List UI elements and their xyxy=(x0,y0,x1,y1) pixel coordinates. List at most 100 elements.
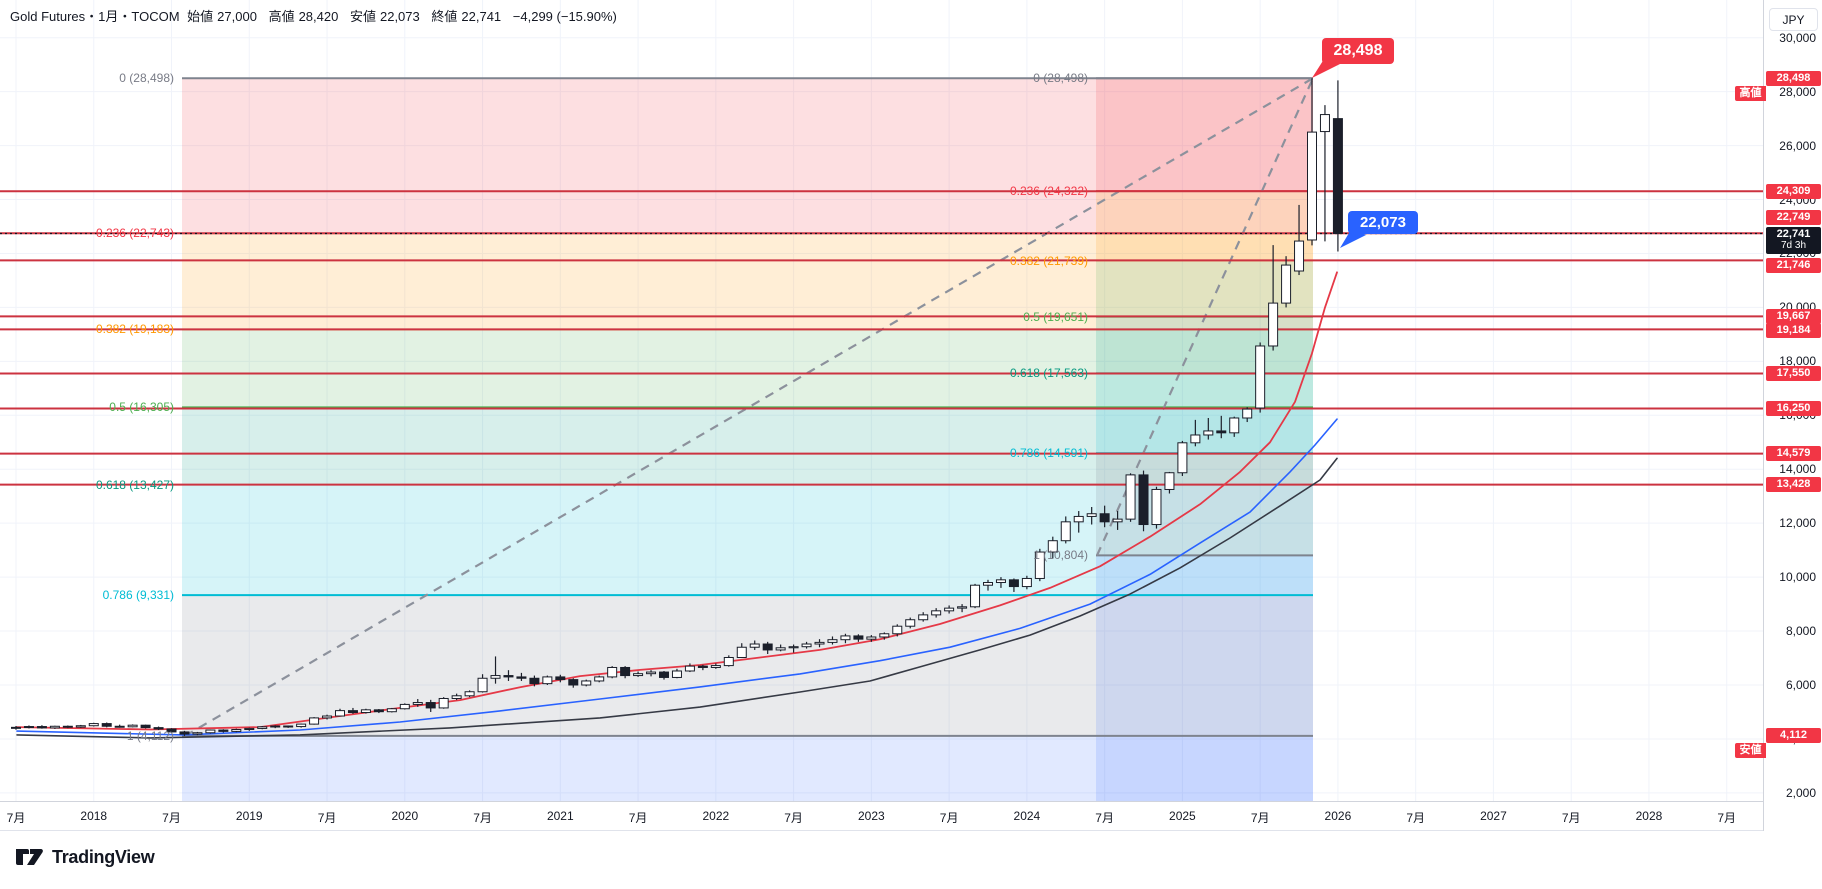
fib-2018-low-to-2025-high-bands[interactable] xyxy=(182,78,1313,801)
candle-up xyxy=(931,610,942,616)
fib-label-0: 0 (28,498) xyxy=(119,71,174,86)
tradingview-logo[interactable]: TradingView xyxy=(14,845,155,869)
time-axis[interactable]: 7月 2018 7月 2019 7月 2020 7月 2021 7月 2022 7月 2023 7月 20… xyxy=(0,801,1800,831)
candle-down xyxy=(503,675,514,678)
candle-down xyxy=(114,725,125,728)
candle-down xyxy=(529,677,540,685)
ma-slow-line xyxy=(16,457,1338,739)
high_label-tag: 高値 xyxy=(1735,85,1766,101)
candle-up xyxy=(360,709,371,714)
candle-up xyxy=(490,675,501,679)
fib-band-0.5 xyxy=(182,407,1313,485)
fib-label-0.5: 0.5 (19,651) xyxy=(1023,309,1088,324)
candle-down xyxy=(218,729,229,732)
candle-up xyxy=(322,715,333,719)
low_label-badge[interactable]: 4,112 安値 xyxy=(1735,728,1821,759)
price-tick-28000: 28,000 xyxy=(1779,84,1816,99)
alert-badge-17550[interactable]: 17,550 xyxy=(1766,365,1821,381)
candle-up xyxy=(1125,474,1136,520)
fib-band-0.236 xyxy=(182,233,1313,330)
open-value: 27,000 xyxy=(217,9,257,24)
candle-down xyxy=(283,725,294,728)
candle-up xyxy=(438,697,449,709)
tradingview-logo-icon xyxy=(16,849,43,865)
high_label-badge[interactable]: 28,498 高値 xyxy=(1735,70,1821,101)
time-tick-year-2028: 2028 xyxy=(1635,809,1663,823)
candle-up xyxy=(309,717,320,725)
candle-up xyxy=(1177,442,1188,474)
candle-up xyxy=(1307,131,1317,241)
time-tick-july: 7月 xyxy=(628,811,648,825)
candle-up xyxy=(1268,302,1279,347)
candle-up xyxy=(75,725,86,728)
candle-up xyxy=(684,665,695,672)
price-tick-14000: 14,000 xyxy=(1779,462,1816,477)
candle-down xyxy=(373,709,384,713)
fib-band-0.236 xyxy=(1096,190,1313,261)
candle-up xyxy=(335,710,345,717)
fib-label-0.786: 0.786 (14,591) xyxy=(1009,446,1088,461)
symbol-ohlc-bar: Gold Futures・1月・TOCOM 始値 27,000 高値 28,420 … xyxy=(10,6,621,25)
fib-label-0.236: 0.236 (22,743) xyxy=(95,226,174,241)
candle-up xyxy=(581,680,592,686)
time-tick-july: 7月 xyxy=(1561,811,1581,825)
alert-badge-21746[interactable]: 21,746 xyxy=(1766,257,1821,273)
chart-plot-area[interactable] xyxy=(0,0,1763,801)
fib-label-1: 1 (10,804) xyxy=(1033,548,1088,563)
fib-label-0.382: 0.382 (19,183) xyxy=(95,322,174,337)
fib-label-0.618: 0.618 (17,563) xyxy=(1009,366,1088,381)
candle-down xyxy=(347,710,358,714)
time-tick-july: 7月 xyxy=(162,811,181,825)
candle-down xyxy=(1099,513,1110,523)
price-badge-current[interactable]: 22,741 7d 3h xyxy=(1766,226,1821,254)
low-price-callout[interactable]: 22,073 xyxy=(1348,211,1418,234)
candle-down xyxy=(568,679,579,686)
alert-badge-16250[interactable]: 16,250 xyxy=(1766,401,1821,417)
alert-badge-22749[interactable]: 22,749 xyxy=(1766,209,1821,225)
alert-badge-19184[interactable]: 19,184 xyxy=(1766,322,1821,338)
candle-down xyxy=(853,635,864,640)
price-tick-2000: 2,000 xyxy=(1785,785,1816,800)
candle-down xyxy=(166,728,177,733)
candle-up xyxy=(788,646,799,649)
candle-up xyxy=(244,727,255,731)
candle-up xyxy=(736,646,747,658)
price-tick-12000: 12,000 xyxy=(1779,516,1816,531)
candle-up xyxy=(451,695,462,699)
fib-label-0.236: 0.236 (24,322) xyxy=(1009,183,1088,198)
candle-up xyxy=(1203,430,1214,436)
high-price-callout[interactable]: 28,498 xyxy=(1322,38,1394,64)
candle-up xyxy=(1164,472,1175,490)
alert-badge-24309[interactable]: 24,309 xyxy=(1766,183,1821,199)
candle-up xyxy=(464,691,475,697)
candle-up xyxy=(633,673,644,677)
fib-band-0.618 xyxy=(1096,373,1313,454)
price-axis[interactable]: JPY 30,00028,00026,00024,00022,00020,000… xyxy=(1735,0,1822,831)
time-tick-year-2022: 2022 xyxy=(702,809,730,823)
fib-label-0.618: 0.618 (13,427) xyxy=(95,477,174,492)
candle-up xyxy=(827,639,838,643)
low-value: 22,073 xyxy=(379,9,420,24)
candle-up xyxy=(1190,434,1201,444)
candle-up xyxy=(671,670,682,678)
fib-label-0.786: 0.786 (9,331) xyxy=(102,588,174,603)
candle-up xyxy=(1255,345,1266,409)
candle-up xyxy=(646,671,657,675)
alert-badge-19667[interactable]: 19,667 xyxy=(1766,308,1821,324)
candle-up xyxy=(594,676,605,682)
candle-down xyxy=(1138,474,1149,526)
low_label-tag: 安値 xyxy=(1735,743,1766,759)
time-tick-year-2018: 2018 xyxy=(80,809,108,823)
dashed-trendline-long[interactable] xyxy=(184,77,1314,737)
symbol-title[interactable]: Gold Futures・1月・TOCOM xyxy=(10,9,180,24)
candle-up xyxy=(1034,551,1045,579)
candle-up xyxy=(607,666,618,678)
candle-up xyxy=(879,633,890,638)
time-tick-year-2019: 2019 xyxy=(235,809,263,823)
alert-badge-14579[interactable]: 14,579 xyxy=(1766,446,1821,462)
candle-up xyxy=(1060,521,1071,542)
alert-badge-13428[interactable]: 13,428 xyxy=(1766,477,1821,493)
currency-toggle-button[interactable]: JPY xyxy=(1769,8,1818,31)
time-tick-july: 7月 xyxy=(939,811,959,825)
fib-band-0.618 xyxy=(182,484,1313,596)
